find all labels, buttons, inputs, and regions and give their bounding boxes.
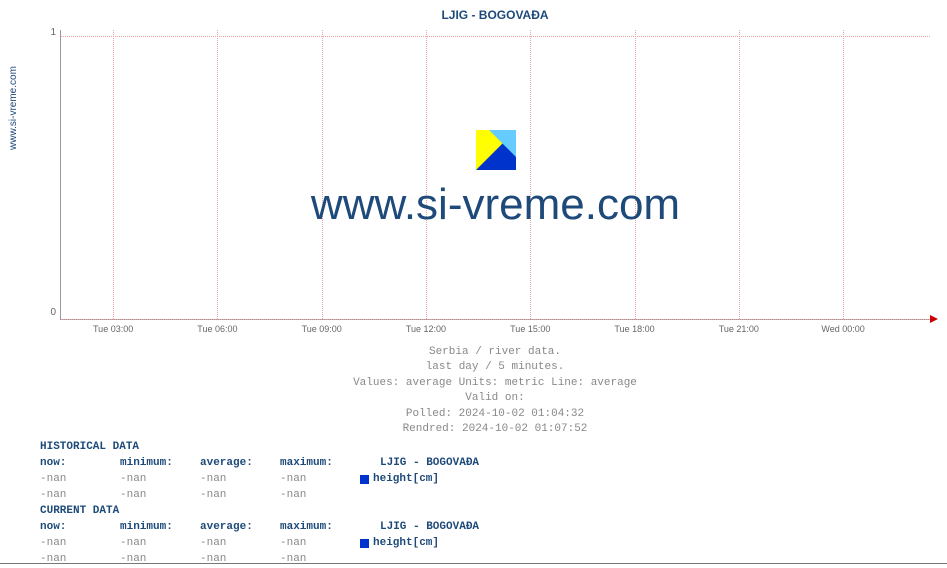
series-swatch-icon (360, 539, 369, 548)
cell-max: -nan (280, 488, 360, 504)
series-unit: height[cm] (360, 536, 439, 552)
table-row: -nan -nan -nan -nan height[cm] (40, 536, 479, 552)
cell-avg: -nan (200, 488, 280, 504)
current-heading: CURRENT DATA (40, 504, 479, 520)
xtick-6: Tue 21:00 (719, 324, 759, 334)
col-now: now: (40, 456, 120, 472)
meta-line: Rendred: 2024-10-02 01:07:52 (60, 422, 930, 437)
watermark-logo-icon (476, 130, 516, 170)
cell-min: -nan (120, 472, 200, 488)
table-row: -nan -nan -nan -nan height[cm] (40, 472, 479, 488)
cell-min: -nan (120, 536, 200, 552)
table-header-row: now: minimum: average: maximum: LJIG - B… (40, 520, 479, 536)
historical-heading: HISTORICAL DATA (40, 440, 479, 456)
col-average: average: (200, 456, 280, 472)
series-label: LJIG - BOGOVAĐA (380, 520, 479, 536)
chart-plot-area: 1 0 Tue 03:00 Tue 06:00 Tue 09:00 Tue 12… (60, 30, 930, 320)
col-minimum: minimum: (120, 520, 200, 536)
cell-now: -nan (40, 472, 120, 488)
xtick-3: Tue 12:00 (406, 324, 446, 334)
cell-now: -nan (40, 488, 120, 504)
x-axis-arrow-icon (930, 315, 938, 323)
meta-line: last day / 5 minutes. (60, 360, 930, 375)
ytick-1: 1 (41, 27, 56, 38)
unit-label: height[cm] (373, 472, 439, 488)
series-unit: height[cm] (360, 472, 439, 488)
table-row: -nan -nan -nan -nan (40, 488, 479, 504)
meta-line: Valid on: (60, 391, 930, 406)
col-maximum: maximum: (280, 520, 360, 536)
col-maximum: maximum: (280, 456, 360, 472)
xtick-0: Tue 03:00 (93, 324, 133, 334)
table-row: -nan -nan -nan -nan (40, 552, 479, 568)
cell-max: -nan (280, 552, 360, 568)
meta-line: Polled: 2024-10-02 01:04:32 (60, 407, 930, 422)
xtick-2: Tue 09:00 (302, 324, 342, 334)
cell-max: -nan (280, 536, 360, 552)
xtick-1: Tue 06:00 (197, 324, 237, 334)
meta-line: Serbia / river data. (60, 345, 930, 360)
ytick-0: 0 (41, 307, 56, 318)
chart-title: LJIG - BOGOVAĐA (60, 8, 930, 22)
cell-avg: -nan (200, 552, 280, 568)
xtick-5: Tue 18:00 (614, 324, 654, 334)
col-minimum: minimum: (120, 456, 200, 472)
col-average: average: (200, 520, 280, 536)
watermark-text: www.si-vreme.com (311, 180, 680, 230)
chart-meta: Serbia / river data. last day / 5 minute… (60, 345, 930, 437)
data-tables: HISTORICAL DATA now: minimum: average: m… (40, 440, 479, 568)
cell-min: -nan (120, 552, 200, 568)
side-source-label: www.si-vreme.com (8, 66, 19, 150)
cell-avg: -nan (200, 472, 280, 488)
col-now: now: (40, 520, 120, 536)
series-label: LJIG - BOGOVAĐA (380, 456, 479, 472)
table-header-row: now: minimum: average: maximum: LJIG - B… (40, 456, 479, 472)
xtick-7: Wed 00:00 (821, 324, 864, 334)
cell-avg: -nan (200, 536, 280, 552)
cell-max: -nan (280, 472, 360, 488)
series-swatch-icon (360, 475, 369, 484)
cell-now: -nan (40, 536, 120, 552)
cell-min: -nan (120, 488, 200, 504)
meta-line: Values: average Units: metric Line: aver… (60, 376, 930, 391)
xtick-4: Tue 15:00 (510, 324, 550, 334)
unit-label: height[cm] (373, 536, 439, 552)
cell-now: -nan (40, 552, 120, 568)
